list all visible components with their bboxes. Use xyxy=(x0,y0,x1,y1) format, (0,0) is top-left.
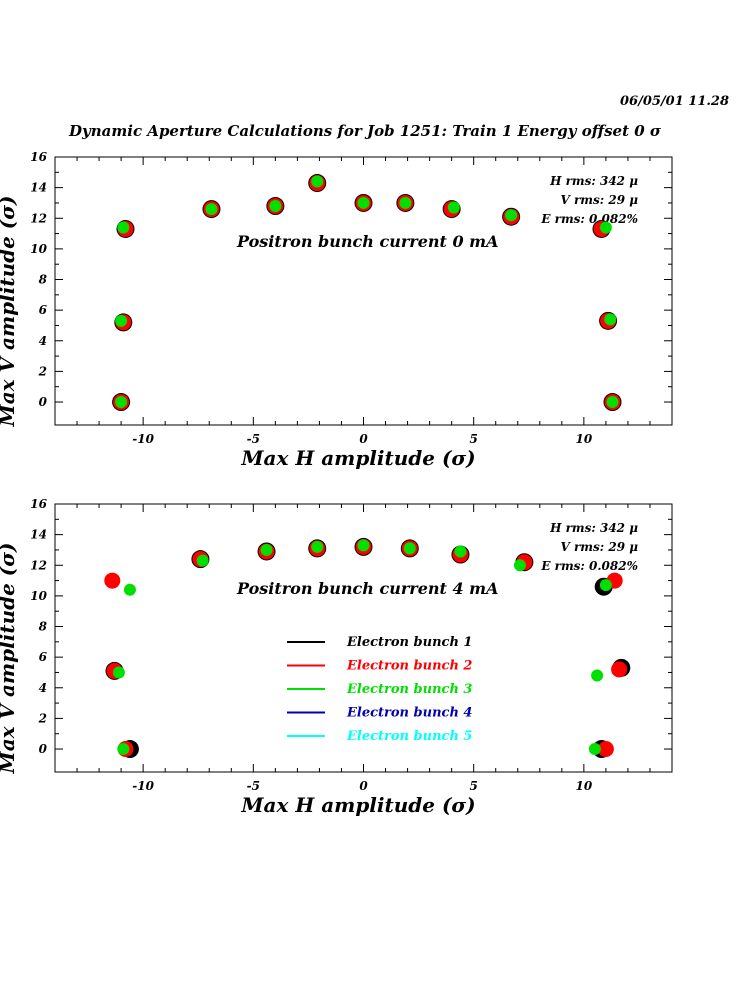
x-axis-label: Max H amplitude (σ) xyxy=(240,793,475,817)
x-tick-label: 0 xyxy=(359,432,368,446)
data-point xyxy=(112,666,125,679)
legend: Electron bunch 1 Electron bunch 2 Electron… xyxy=(287,635,472,744)
y-tick-label: 4 xyxy=(39,334,47,348)
data-point xyxy=(597,741,614,758)
legend-label: Electron bunch 5 xyxy=(346,729,472,744)
data-point xyxy=(611,661,628,678)
y-tick-label: 10 xyxy=(30,589,47,603)
x-tick-label: 5 xyxy=(469,432,477,446)
y-axis-label: Max V amplitude (σ) xyxy=(0,196,19,428)
y-tick-label: 16 xyxy=(30,150,47,164)
y-tick-label: 8 xyxy=(39,620,48,634)
legend-label: Electron bunch 3 xyxy=(346,682,472,697)
data-point xyxy=(403,542,416,555)
data-point xyxy=(505,209,518,222)
x-tick-label: -5 xyxy=(247,779,260,793)
stats-line: H rms: 342 μ xyxy=(549,174,638,188)
chart-panel-2: -10 -5 0 5 10 0 2 4 6 8 10 12 14 16 Max H amplitude (σ… xyxy=(0,497,673,817)
y-tick-label: 14 xyxy=(30,181,47,195)
x-tick-label: 10 xyxy=(576,779,593,793)
x-tick-label: -5 xyxy=(247,432,260,446)
stats-line: E rms: 0.082% xyxy=(540,212,638,226)
data-point xyxy=(104,572,121,589)
x-tick-label: 5 xyxy=(469,779,477,793)
stats-line: H rms: 342 μ xyxy=(549,521,638,535)
stats-line: E rms: 0.082% xyxy=(540,559,638,573)
data-point xyxy=(599,221,612,234)
legend-label: Electron bunch 1 xyxy=(346,635,472,650)
data-point xyxy=(604,313,617,326)
y-tick-label: 10 xyxy=(30,242,47,256)
chart-panel-1: -10 -5 0 5 10 0 2 4 6 8 10 12 14 16 Max H amplitude (σ… xyxy=(0,150,673,470)
date-stamp: 06/05/01 11.28 xyxy=(620,94,730,109)
data-point xyxy=(606,396,619,409)
y-tick-label: 2 xyxy=(38,711,47,725)
data-point xyxy=(357,539,370,552)
y-tick-label: 12 xyxy=(30,211,47,225)
data-point xyxy=(591,669,604,682)
data-point xyxy=(205,203,218,216)
x-tick-label: -10 xyxy=(132,779,154,793)
y-tick-label: 6 xyxy=(39,650,48,664)
y-tick-label: 6 xyxy=(39,303,48,317)
data-point xyxy=(269,200,282,213)
y-tick-label: 0 xyxy=(39,742,48,756)
data-point xyxy=(311,540,324,553)
legend-label: Electron bunch 2 xyxy=(346,659,472,674)
data-point xyxy=(196,554,209,567)
y-tick-label: 12 xyxy=(30,558,47,572)
data-point xyxy=(454,545,467,558)
data-point xyxy=(115,314,128,327)
current-annotation: Positron bunch current 4 mA xyxy=(236,579,499,598)
x-tick-label: -10 xyxy=(132,432,154,446)
current-annotation: Positron bunch current 0 mA xyxy=(236,232,499,251)
series-3 xyxy=(115,175,619,409)
y-axis-label: Max V amplitude (σ) xyxy=(0,543,19,775)
y-tick-label: 0 xyxy=(39,395,48,409)
data-point xyxy=(588,743,601,756)
data-point xyxy=(447,201,460,214)
page-title: Dynamic Aperture Calculations for Job 12… xyxy=(69,122,661,140)
data-point xyxy=(399,196,412,209)
data-point xyxy=(311,175,324,188)
data-point xyxy=(123,583,136,596)
data-point xyxy=(260,543,273,556)
x-tick-label: 0 xyxy=(359,779,368,793)
x-tick-label: 10 xyxy=(576,432,593,446)
stats-line: V rms: 29 μ xyxy=(560,193,638,207)
data-point xyxy=(357,196,370,209)
y-tick-label: 4 xyxy=(39,681,47,695)
series-3 xyxy=(112,539,612,756)
data-point xyxy=(117,221,130,234)
data-point xyxy=(513,559,526,572)
legend-label: Electron bunch 4 xyxy=(346,706,472,721)
y-tick-label: 8 xyxy=(39,273,48,287)
y-tick-label: 2 xyxy=(38,364,47,378)
stats-line: V rms: 29 μ xyxy=(560,540,638,554)
data-point xyxy=(115,396,128,409)
y-tick-label: 16 xyxy=(30,497,47,511)
data-point xyxy=(117,743,130,756)
x-axis-label: Max H amplitude (σ) xyxy=(240,446,475,470)
data-point xyxy=(599,579,612,592)
y-tick-label: 14 xyxy=(30,528,47,542)
